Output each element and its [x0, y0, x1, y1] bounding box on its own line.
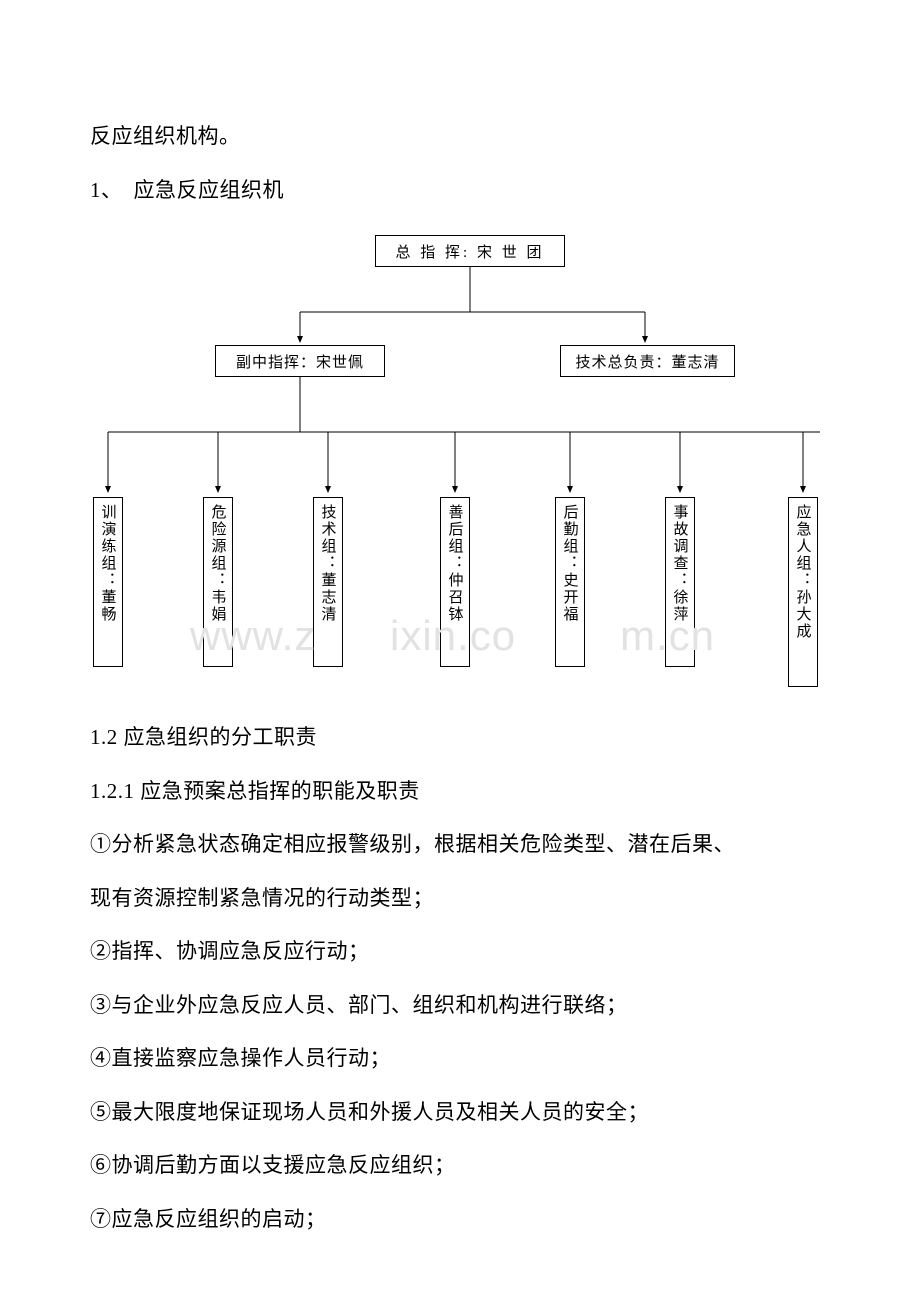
paragraph: ⑦应急反应组织的启动；	[90, 1193, 830, 1247]
org-node-mid-right: 技术总负责：董志清	[560, 345, 735, 377]
org-leaf: 训演练组：董畅	[93, 497, 123, 667]
org-node-mid-left: 副中指挥：宋世佩	[215, 345, 385, 377]
paragraph: 1.2 应急组织的分工职责	[90, 711, 830, 765]
paragraph: ⑤最大限度地保证现场人员和外援人员及相关人员的安全；	[90, 1086, 830, 1140]
org-leaf: 事故调查：徐萍	[665, 497, 695, 667]
paragraph: 现有资源控制紧急情况的行动类型；	[90, 872, 830, 926]
org-chart: 总 指 挥: 宋 世 团 副中指挥：宋世佩 技术总负责：董志清 训演练组：董畅 …	[90, 217, 830, 707]
paragraph: ⑥协调后勤方面以支援应急反应组织；	[90, 1139, 830, 1193]
org-leaf: 善后组：仲召钵	[440, 497, 470, 667]
paragraph: 1、 应急反应组织机	[90, 164, 830, 218]
org-node-top: 总 指 挥: 宋 世 团	[375, 235, 565, 267]
paragraph: ③与企业外应急反应人员、部门、组织和机构进行联络；	[90, 979, 830, 1033]
org-leaf: 后勤组：史开福	[555, 497, 585, 667]
paragraph: 反应组织机构。	[90, 110, 830, 164]
org-leaf: 技术组：董志清	[313, 497, 343, 667]
paragraph: ④直接监察应急操作人员行动；	[90, 1032, 830, 1086]
paragraph: 1.2.1 应急预案总指挥的职能及职责	[90, 765, 830, 819]
paragraph: ②指挥、协调应急反应行动；	[90, 925, 830, 979]
org-leaf: 危险源组：韦娟	[203, 497, 233, 667]
paragraph: ①分析紧急状态确定相应报警级别，根据相关危险类型、潜在后果、	[90, 818, 830, 872]
org-leaf: 应急人组：孙大成	[788, 497, 818, 687]
